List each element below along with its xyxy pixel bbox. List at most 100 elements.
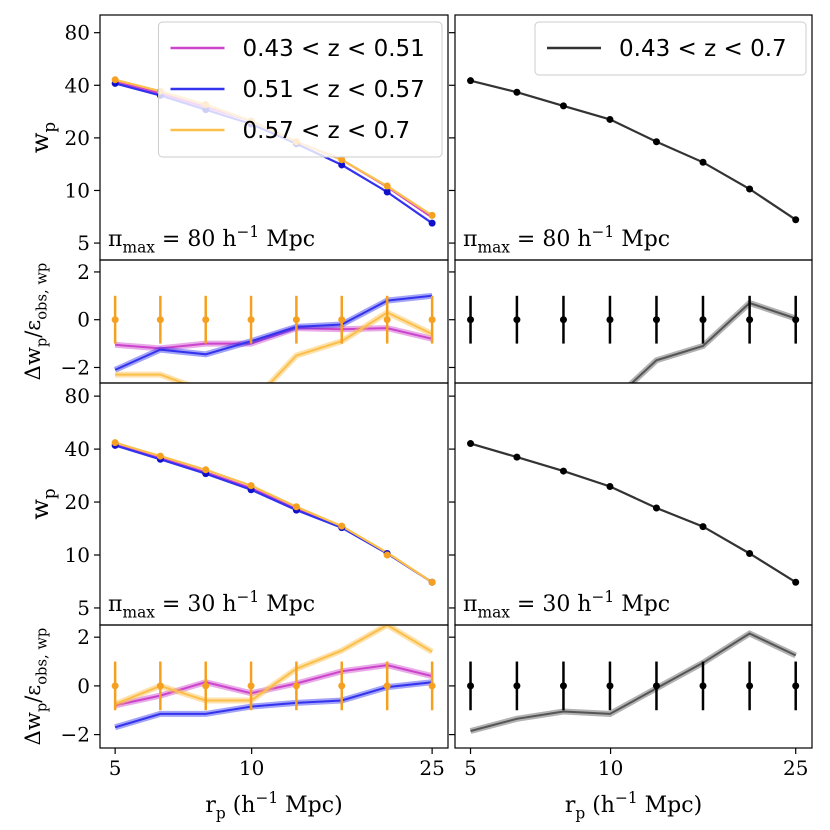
data-point <box>652 504 660 512</box>
data-point <box>428 578 436 586</box>
label-part: p <box>575 805 585 823</box>
model-line <box>470 632 797 732</box>
data-point <box>746 185 754 193</box>
label-part: Mpc <box>614 592 670 617</box>
data-point <box>559 467 567 475</box>
data-point <box>202 466 210 474</box>
label-part: r <box>205 793 216 818</box>
model-line <box>470 442 797 584</box>
label-part: Mpc <box>259 227 315 252</box>
y-tick-label: 20 <box>65 490 90 514</box>
data-point <box>383 188 391 196</box>
data-point <box>156 316 164 324</box>
plot-area <box>467 440 800 586</box>
x-tick-label: 5 <box>109 756 122 780</box>
annotation: πmax = 80 h−1 Mpc <box>108 223 315 256</box>
y-tick-label: 0 <box>77 674 90 698</box>
label-part: p <box>33 263 50 272</box>
y-tick-label: 2 <box>77 260 90 284</box>
data-point <box>338 522 346 530</box>
y-tick-label: 0 <box>77 308 90 332</box>
y-tick-label: 40 <box>65 437 90 461</box>
legend-label: 0.51 < z < 0.57 <box>243 77 425 103</box>
label-part: = 30 h <box>155 592 237 617</box>
label-part: π <box>463 227 477 252</box>
plot-area <box>467 77 800 224</box>
model-line <box>114 625 433 706</box>
data-point <box>111 76 119 84</box>
y-tick-label: 10 <box>65 543 90 567</box>
label-part: p <box>33 338 50 347</box>
label-part: Mpc) <box>638 793 703 818</box>
x-tick-label: 25 <box>783 756 808 780</box>
y-axis-label: Δwp/εobs, wp <box>21 628 50 746</box>
panel-frame <box>454 624 813 749</box>
annotation: πmax = 80 h−1 Mpc <box>463 223 670 256</box>
y-tick-label: 10 <box>65 178 90 202</box>
data-point <box>292 682 300 690</box>
data-point <box>652 138 660 146</box>
model-line <box>630 301 797 383</box>
label-part: Δw <box>21 347 45 380</box>
data-point <box>467 440 475 448</box>
x-tick-label: 25 <box>419 756 444 780</box>
data-point <box>202 316 210 324</box>
label-part: p <box>216 805 226 823</box>
panel: 5 10 25 rp (h−1 Mpc) <box>449 624 813 823</box>
data-point <box>247 316 255 324</box>
model-line <box>114 294 433 371</box>
model-line <box>114 443 433 584</box>
data-point <box>699 523 707 531</box>
data-point <box>513 316 521 324</box>
label-part: p <box>33 628 50 637</box>
data-point <box>559 102 567 110</box>
data-point <box>383 682 391 690</box>
data-point <box>652 316 660 324</box>
legend-box <box>534 21 807 76</box>
data-point <box>428 219 436 227</box>
label-part: Mpc <box>259 592 315 617</box>
data-point <box>699 316 707 324</box>
plot-area <box>111 439 436 586</box>
data-point <box>292 316 300 324</box>
data-point <box>247 482 255 490</box>
data-point <box>792 682 800 690</box>
data-point <box>202 682 210 690</box>
data-point <box>746 549 754 557</box>
label-part: w <box>26 499 54 520</box>
data-point <box>652 682 660 690</box>
data-point <box>699 682 707 690</box>
y-tick-label: 80 <box>65 384 90 408</box>
legend-label: 0.43 < z < 0.51 <box>243 36 425 62</box>
data-point <box>792 216 800 224</box>
data-point <box>428 316 436 324</box>
panel <box>449 259 813 384</box>
model-line <box>114 664 433 707</box>
data-point <box>383 316 391 324</box>
panel-frame <box>454 382 813 626</box>
label-part: −1 <box>237 223 260 241</box>
label-part: obs, w <box>33 272 50 320</box>
y-tick-label: 20 <box>65 126 90 150</box>
label-part: −1 <box>255 789 278 807</box>
label-part: −1 <box>592 588 615 606</box>
data-point <box>111 316 119 324</box>
data-point <box>156 682 164 690</box>
plot-area <box>111 292 436 383</box>
label-part: max <box>477 239 510 257</box>
data-point <box>699 158 707 166</box>
legend-box <box>158 21 443 158</box>
data-point <box>338 316 346 324</box>
label-part: p <box>39 488 59 499</box>
label-part: −1 <box>237 588 260 606</box>
panel: πmax = 30 h−1 Mpc <box>449 382 813 626</box>
data-point <box>606 682 614 690</box>
annotation: πmax = 30 h−1 Mpc <box>463 588 670 621</box>
data-point <box>559 316 567 324</box>
data-point <box>606 115 614 123</box>
label-part: Mpc <box>614 227 670 252</box>
panel-frame <box>99 382 449 626</box>
data-point <box>338 156 346 164</box>
data-point <box>606 483 614 491</box>
